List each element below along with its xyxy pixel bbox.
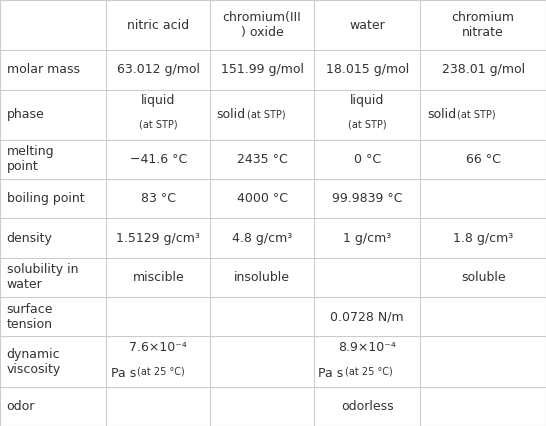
Text: liquid: liquid (141, 94, 175, 107)
Text: phase: phase (7, 108, 44, 121)
Text: 63.012 g/mol: 63.012 g/mol (117, 63, 200, 76)
Text: 4.8 g/cm³: 4.8 g/cm³ (232, 232, 292, 245)
Text: boiling point: boiling point (7, 192, 84, 205)
Text: chromium
nitrate: chromium nitrate (452, 11, 515, 39)
Text: 2435 °C: 2435 °C (237, 153, 287, 166)
Text: melting
point: melting point (7, 145, 54, 173)
Text: (at STP): (at STP) (139, 120, 177, 130)
Text: molar mass: molar mass (7, 63, 80, 76)
Text: insoluble: insoluble (234, 271, 290, 284)
Text: liquid: liquid (350, 94, 384, 107)
Text: 83 °C: 83 °C (141, 192, 176, 205)
Text: (at 25 °C): (at 25 °C) (137, 367, 185, 377)
Text: 151.99 g/mol: 151.99 g/mol (221, 63, 304, 76)
Text: soluble: soluble (461, 271, 506, 284)
Text: 66 °C: 66 °C (466, 153, 501, 166)
Text: 238.01 g/mol: 238.01 g/mol (442, 63, 525, 76)
Text: −41.6 °C: −41.6 °C (130, 153, 187, 166)
Text: nitric acid: nitric acid (127, 19, 189, 32)
Text: 1.8 g/cm³: 1.8 g/cm³ (453, 232, 513, 245)
Text: 1.5129 g/cm³: 1.5129 g/cm³ (116, 232, 200, 245)
Text: density: density (7, 232, 52, 245)
Text: 7.6×10⁻⁴: 7.6×10⁻⁴ (129, 341, 187, 354)
Text: (at STP): (at STP) (247, 109, 286, 120)
Text: 99.9839 °C: 99.9839 °C (332, 192, 402, 205)
Text: (at STP): (at STP) (457, 109, 496, 120)
Text: 0.0728 N/m: 0.0728 N/m (330, 310, 404, 323)
Text: 4000 °C: 4000 °C (236, 192, 288, 205)
Text: dynamic
viscosity: dynamic viscosity (7, 348, 61, 376)
Text: miscible: miscible (133, 271, 184, 284)
Text: solubility in
water: solubility in water (7, 263, 78, 291)
Text: (at 25 °C): (at 25 °C) (345, 367, 392, 377)
Text: surface
tension: surface tension (7, 303, 53, 331)
Text: (at STP): (at STP) (348, 120, 387, 130)
Text: odorless: odorless (341, 400, 394, 413)
Text: 18.015 g/mol: 18.015 g/mol (325, 63, 409, 76)
Text: 8.9×10⁻⁴: 8.9×10⁻⁴ (339, 341, 396, 354)
Text: water: water (349, 19, 385, 32)
Text: Pa s: Pa s (111, 367, 136, 380)
Text: odor: odor (7, 400, 35, 413)
Text: 0 °C: 0 °C (354, 153, 381, 166)
Text: 1 g/cm³: 1 g/cm³ (343, 232, 391, 245)
Text: solid: solid (427, 108, 456, 121)
Text: solid: solid (217, 108, 246, 121)
Text: chromium(III
) oxide: chromium(III ) oxide (223, 11, 301, 39)
Text: Pa s: Pa s (318, 367, 343, 380)
